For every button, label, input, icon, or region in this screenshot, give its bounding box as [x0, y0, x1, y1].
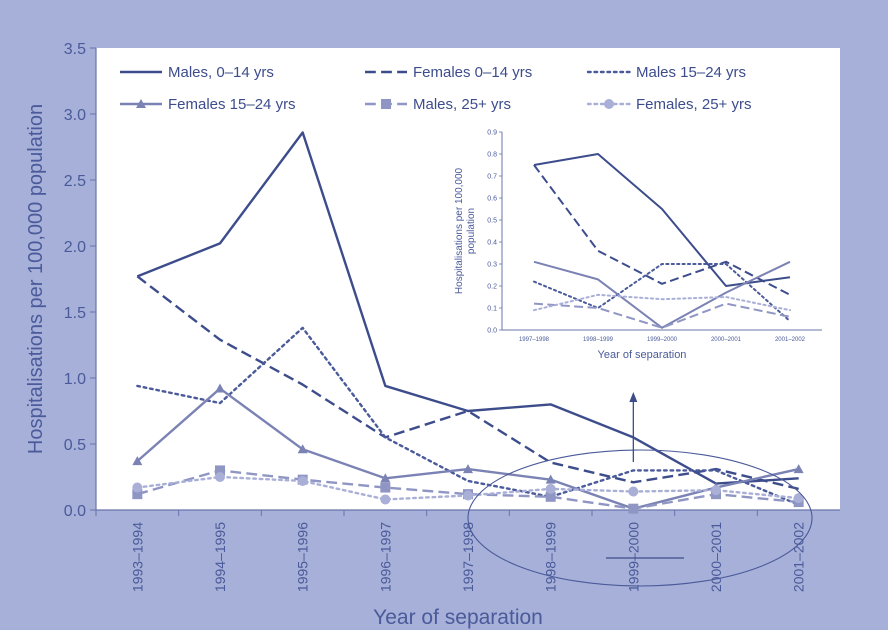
data-point [545, 483, 556, 494]
legend-label: Males, 25+ yrs [413, 96, 511, 113]
main-y-tick-label: 1.0 [64, 371, 86, 388]
data-point [297, 444, 308, 454]
legend-item-4: Males, 25+ yrs [365, 96, 511, 113]
legend-item-3: Females 15–24 yrs [120, 96, 296, 113]
inset-y-tick-label: 0.7 [487, 174, 497, 181]
inset-chart: 0.0 0.1 0.2 0.3 0.4 0.5 0.6 0.7 0.8 0.9 1997–1998 1… [454, 130, 822, 361]
inset-y-tick-label: 0.3 [487, 262, 497, 269]
main-series-group [132, 131, 804, 514]
inset-series-line-5 [533, 293, 791, 312]
main-x-tick-label: 1994–1995 [212, 522, 228, 592]
series-3 [132, 383, 804, 513]
main-y-tick-label: 2.0 [64, 239, 86, 256]
inset-y-tick-label: 0.0 [487, 328, 497, 335]
legend: Males, 0–14 yrs Females 0–14 yrs Males 15–… [120, 64, 751, 113]
legend-label: Females, 25+ yrs [636, 96, 751, 113]
main-x-tick-label: 1995–1996 [295, 522, 311, 592]
data-point [380, 494, 391, 505]
data-point [297, 475, 308, 486]
zoom-annotations [467, 392, 813, 587]
data-point [215, 465, 225, 476]
inset-x-tick-label: 1998–1999 [583, 337, 614, 343]
data-point [132, 482, 143, 493]
inset-y-tick-label: 0.5 [487, 218, 497, 225]
inset-series-line-1 [533, 164, 791, 296]
inset-x-tick-label: 1997–1998 [519, 337, 550, 343]
legend-label: Males 15–24 yrs [636, 64, 746, 81]
inset-y-tick-label: 0.8 [487, 152, 497, 159]
inset-x-tick-label: 2001–2002 [775, 337, 806, 343]
main-tick-labels: 0.0 0.5 1.0 1.5 2.0 2.5 3.0 3.5 1993–1994 1994–19… [64, 41, 807, 592]
series-5 [132, 472, 804, 505]
main-y-axis-title: Hospitalisations per 100,000 population [25, 104, 47, 454]
data-point [380, 473, 391, 483]
data-point [132, 456, 143, 466]
main-y-tick-label: 2.5 [64, 173, 86, 190]
inset-y-axis-title-line: population [466, 208, 477, 254]
inset-series-line-4 [533, 302, 791, 329]
data-point [380, 482, 391, 493]
legend-item-0: Males, 0–14 yrs [120, 64, 274, 81]
legend-marker [136, 99, 146, 108]
main-y-tick-label: 3.5 [64, 41, 86, 58]
main-x-tick-label: 2001–2002 [791, 522, 807, 592]
series-line-2 [136, 326, 800, 506]
series-line-1 [136, 275, 799, 491]
series-line-4 [137, 469, 799, 510]
data-point [711, 485, 721, 496]
main-x-tick-label: 1999–2000 [625, 522, 641, 592]
inset-x-tick-label: 1999–2000 [647, 337, 678, 343]
inset-x-axis-title: Year of separation [598, 349, 687, 361]
main-y-tick-label: 0.0 [64, 503, 86, 520]
main-y-tick-label: 3.0 [64, 107, 86, 124]
main-axes [90, 47, 840, 516]
main-x-axis-title: Year of separation [373, 606, 543, 629]
data-point [545, 491, 556, 502]
main-x-tick-label: 1996–1997 [377, 522, 393, 592]
series-0 [136, 131, 799, 485]
legend-marker [604, 99, 614, 109]
legend-item-5: Females, 25+ yrs [586, 96, 751, 113]
inset-y-axis-title-line: Hospitalisations per 100,000 [454, 167, 465, 294]
inset-plot-area [502, 132, 822, 330]
data-point [463, 464, 473, 474]
legend-item-2: Males 15–24 yrs [586, 64, 746, 81]
data-point [215, 383, 225, 393]
legend-item-1: Females 0–14 yrs [365, 64, 532, 81]
data-point [545, 474, 556, 484]
zoom-ellipse [467, 449, 813, 587]
legend-label: Males, 0–14 yrs [168, 64, 274, 81]
data-point [793, 464, 804, 474]
legend-marker [381, 99, 391, 109]
inset-y-tick-label: 0.4 [487, 240, 497, 247]
zoom-arrow-head [629, 392, 638, 402]
inset-y-tick-label: 0.1 [487, 306, 497, 313]
main-x-tick-label: 2000–2001 [708, 522, 724, 592]
main-x-tick-label: 1993–1994 [129, 522, 145, 592]
inset-x-tick-label: 2000–2001 [711, 337, 742, 343]
inset-y-axis-title: Hospitalisations per 100,000population [454, 167, 477, 294]
series-2 [136, 326, 800, 506]
data-point [463, 490, 473, 501]
data-point [628, 486, 639, 497]
inset-y-tick-label: 0.9 [487, 130, 497, 137]
series-1 [136, 275, 799, 491]
inset-series-line-3 [533, 260, 791, 329]
data-point [628, 503, 639, 514]
data-point [132, 489, 143, 500]
legend-label: Females 0–14 yrs [413, 64, 532, 81]
main-x-tick-label: 1998–1999 [543, 522, 559, 592]
data-point [793, 493, 804, 504]
legend-label: Females 15–24 yrs [168, 96, 296, 113]
inset-y-tick-label: 0.2 [487, 284, 497, 291]
inset-y-tick-label: 0.6 [487, 196, 497, 203]
main-y-tick-label: 1.5 [64, 305, 86, 322]
main-x-tick-label: 1997–1998 [460, 522, 476, 592]
series-line-0 [136, 131, 799, 485]
main-y-tick-label: 0.5 [64, 437, 86, 454]
data-point [215, 472, 225, 482]
